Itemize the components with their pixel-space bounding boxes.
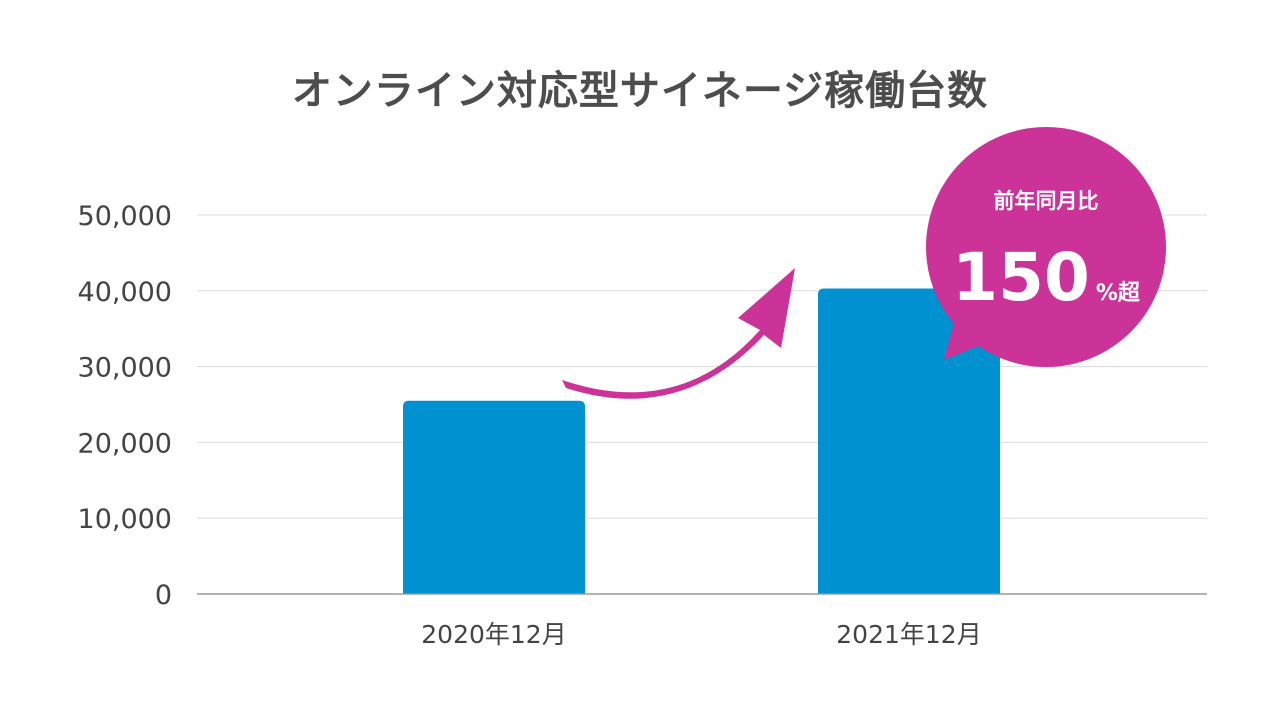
x-axis-labels: 2020年12月 2021年12月 [421,620,981,649]
bar [403,400,585,594]
callout-label: 前年同月比 [994,189,1099,213]
y-tick-label: 30,000 [78,353,172,384]
chart-title: オンライン対応型サイネージ稼働台数 [291,68,989,114]
callout-value: 150 [952,239,1090,316]
bar [818,288,1000,594]
yoy-callout: 前年同月比 150 %超 [926,127,1166,367]
x-category-label: 2020年12月 [421,620,566,649]
callout-value-line: 150 %超 [952,239,1141,316]
callout-tail [944,300,1005,360]
y-tick-label: 20,000 [78,428,172,459]
callout-unit: %超 [1096,281,1141,306]
bars [403,288,1000,594]
growth-arrow-icon [562,268,795,399]
y-tick-label: 0 [155,580,172,611]
y-tick-label: 10,000 [78,504,172,535]
y-axis-ticks: 0 10,000 20,000 30,000 40,000 50,000 [78,201,172,611]
y-tick-label: 50,000 [78,201,172,232]
y-tick-label: 40,000 [78,277,172,308]
x-category-label: 2021年12月 [836,620,981,649]
callout-bubble [926,127,1166,367]
